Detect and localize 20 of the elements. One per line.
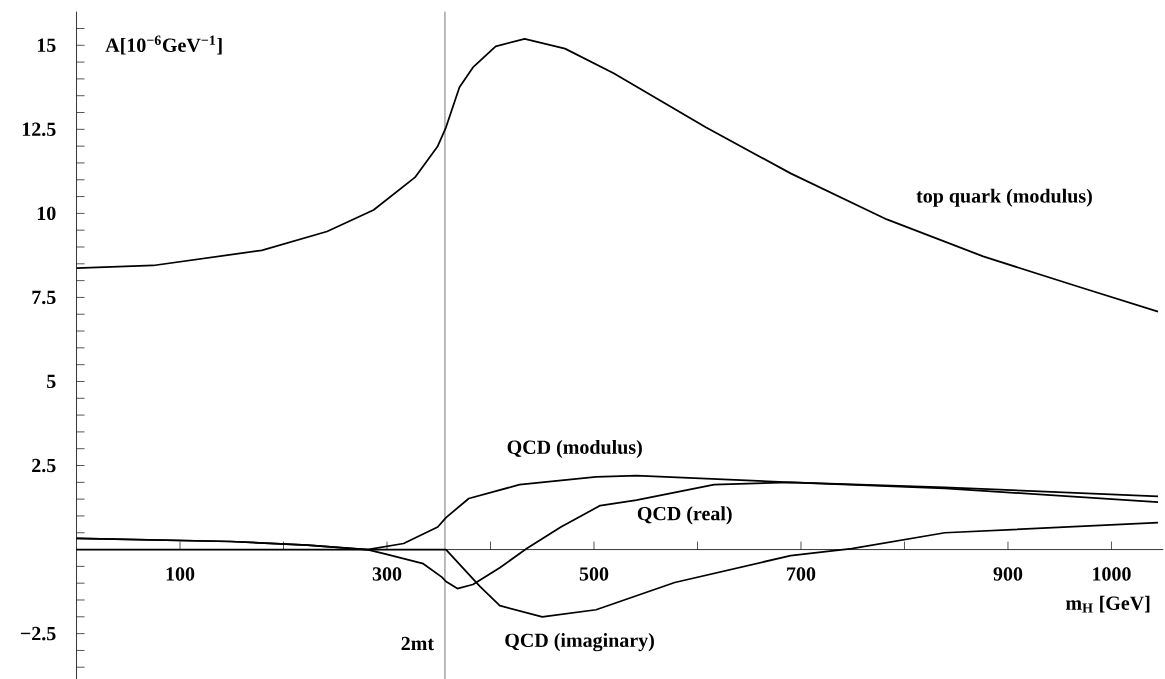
- x-tick-label: 500: [579, 567, 609, 581]
- y-tick-label: 7.5: [32, 290, 56, 305]
- series-label: QCD (real): [637, 506, 732, 525]
- y-tick-label: 12.5: [22, 122, 56, 137]
- x-tick-label: 700: [787, 567, 816, 581]
- series-label: QCD (modulus): [507, 439, 642, 459]
- x-tick-label: 100: [166, 567, 195, 581]
- y-tick-label: 15: [37, 38, 56, 52]
- x-tick-label: 1000: [1093, 567, 1131, 581]
- series-label: top quark (modulus): [916, 188, 1092, 207]
- x-tick-label: 900: [993, 567, 1023, 581]
- ref-line-label: 2mt: [401, 636, 434, 651]
- series-label: QCD (imaginary): [505, 633, 654, 652]
- y-tick-label: 5: [47, 374, 56, 389]
- y-tick-label: 2.5: [32, 458, 56, 473]
- y-tick-label: 10: [37, 206, 56, 221]
- y-axis-title: A[10$^{−6}$GeV$^{−1}$]: [105, 35, 222, 55]
- x-axis-title: m$_{H}$ [GeV]: [1065, 595, 1150, 613]
- y-tick-label: −2.5: [20, 626, 56, 641]
- x-tick-label: 300: [372, 567, 402, 581]
